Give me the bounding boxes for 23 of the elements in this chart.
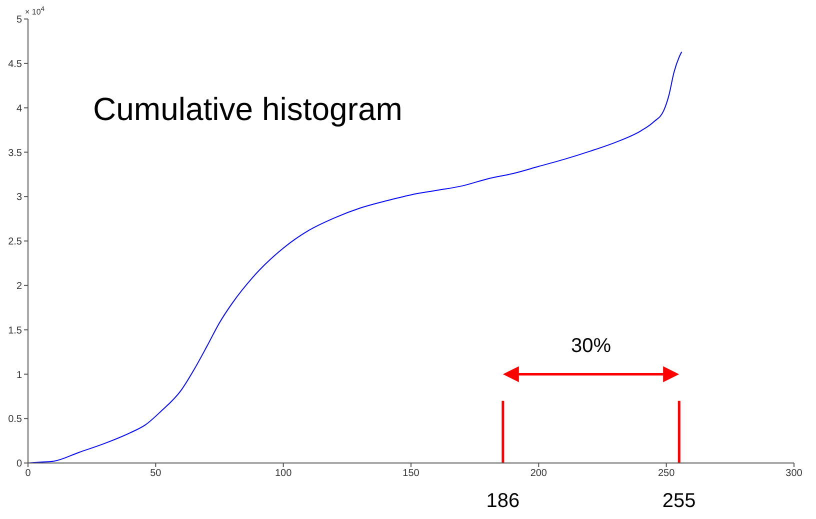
y-tick-label: 5 — [16, 14, 22, 26]
y-tick-label: 2 — [16, 280, 22, 292]
y-tick-label: 1.5 — [8, 325, 22, 336]
text: Cumulative histogram — [93, 91, 402, 128]
y-tick-label: 1 — [16, 370, 22, 381]
y-tick-label: 4.5 — [8, 58, 22, 70]
y-tick-label: 0.5 — [8, 414, 22, 426]
y-tick-label: 4 — [16, 103, 22, 114]
y-tick-label: 0 — [16, 458, 22, 470]
y-tick-label: 3.5 — [8, 148, 22, 159]
x-tick-label: 200 — [530, 468, 548, 480]
x-tick-label: 150 — [402, 468, 420, 480]
x-tick-label: 0 — [25, 468, 32, 480]
y-tick-label: 2.5 — [8, 236, 22, 248]
x-tick-label: 300 — [786, 468, 803, 480]
text: × 10$^{4}$ — [25, 6, 44, 17]
ref-line-label: 186 — [486, 490, 520, 512]
x-tick-label: 100 — [274, 468, 292, 480]
x-tick-label: 250 — [658, 468, 676, 480]
y-tick-label: 3 — [16, 192, 22, 204]
x-tick-label: 50 — [150, 468, 162, 480]
ref-line-label: 255 — [662, 490, 696, 512]
annotation: 30% — [570, 335, 612, 358]
